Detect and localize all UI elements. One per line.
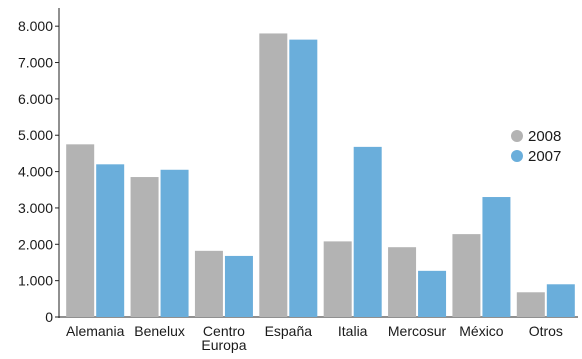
x-category-label: Mercosur (388, 323, 447, 339)
y-tick-label: 5.000 (18, 127, 53, 143)
x-category-label: México (459, 323, 504, 339)
bar-2007-2 (224, 255, 253, 317)
y-tick-label: 7.000 (18, 55, 53, 71)
bar-2008-4 (323, 241, 352, 317)
bar-2008-7 (516, 292, 545, 317)
x-axis-labels: Alemania Benelux Centro Europa España Italia M… (66, 323, 563, 353)
y-tick-label: 8.000 (18, 18, 53, 34)
y-tick-label: 2.000 (18, 236, 53, 252)
x-category-label: Benelux (134, 323, 185, 339)
bar-2007-4 (353, 146, 382, 317)
x-category-label: Alemania (66, 323, 125, 339)
bar-2007-7 (546, 284, 575, 317)
y-tick-label: 1.000 (18, 273, 53, 289)
x-category-label: España (265, 323, 313, 339)
y-tick-label: 4.000 (18, 164, 53, 180)
y-tick-label: 6.000 (18, 91, 53, 107)
legend-marker-2007 (511, 150, 523, 162)
x-category-label: Italia (338, 323, 368, 339)
bar-2008-2 (194, 250, 223, 317)
bar-2008-0 (66, 144, 95, 317)
bars (66, 33, 575, 318)
y-tick-label: 0 (45, 309, 53, 325)
legend-label-2007: 2007 (528, 148, 561, 165)
bar-2008-1 (130, 177, 159, 317)
bar-2007-3 (289, 39, 318, 317)
y-axis: 0 1.000 2.000 3.000 4.000 5.000 6.000 7.000 8.00… (18, 8, 578, 325)
bar-2007-0 (96, 164, 125, 317)
bar-2008-6 (452, 234, 481, 317)
bar-2007-1 (160, 169, 189, 317)
x-category-label: Centro Europa (201, 323, 246, 353)
legend-marker-2008 (511, 130, 523, 142)
legend: 2008 2007 (511, 128, 561, 165)
y-tick-label: 3.000 (18, 200, 53, 216)
x-category-label: Otros (529, 323, 563, 339)
bar-2007-6 (482, 197, 511, 317)
bar-2008-3 (259, 33, 288, 318)
bar-2007-5 (418, 270, 447, 317)
bar-2008-5 (388, 247, 417, 317)
legend-label-2008: 2008 (528, 128, 561, 145)
